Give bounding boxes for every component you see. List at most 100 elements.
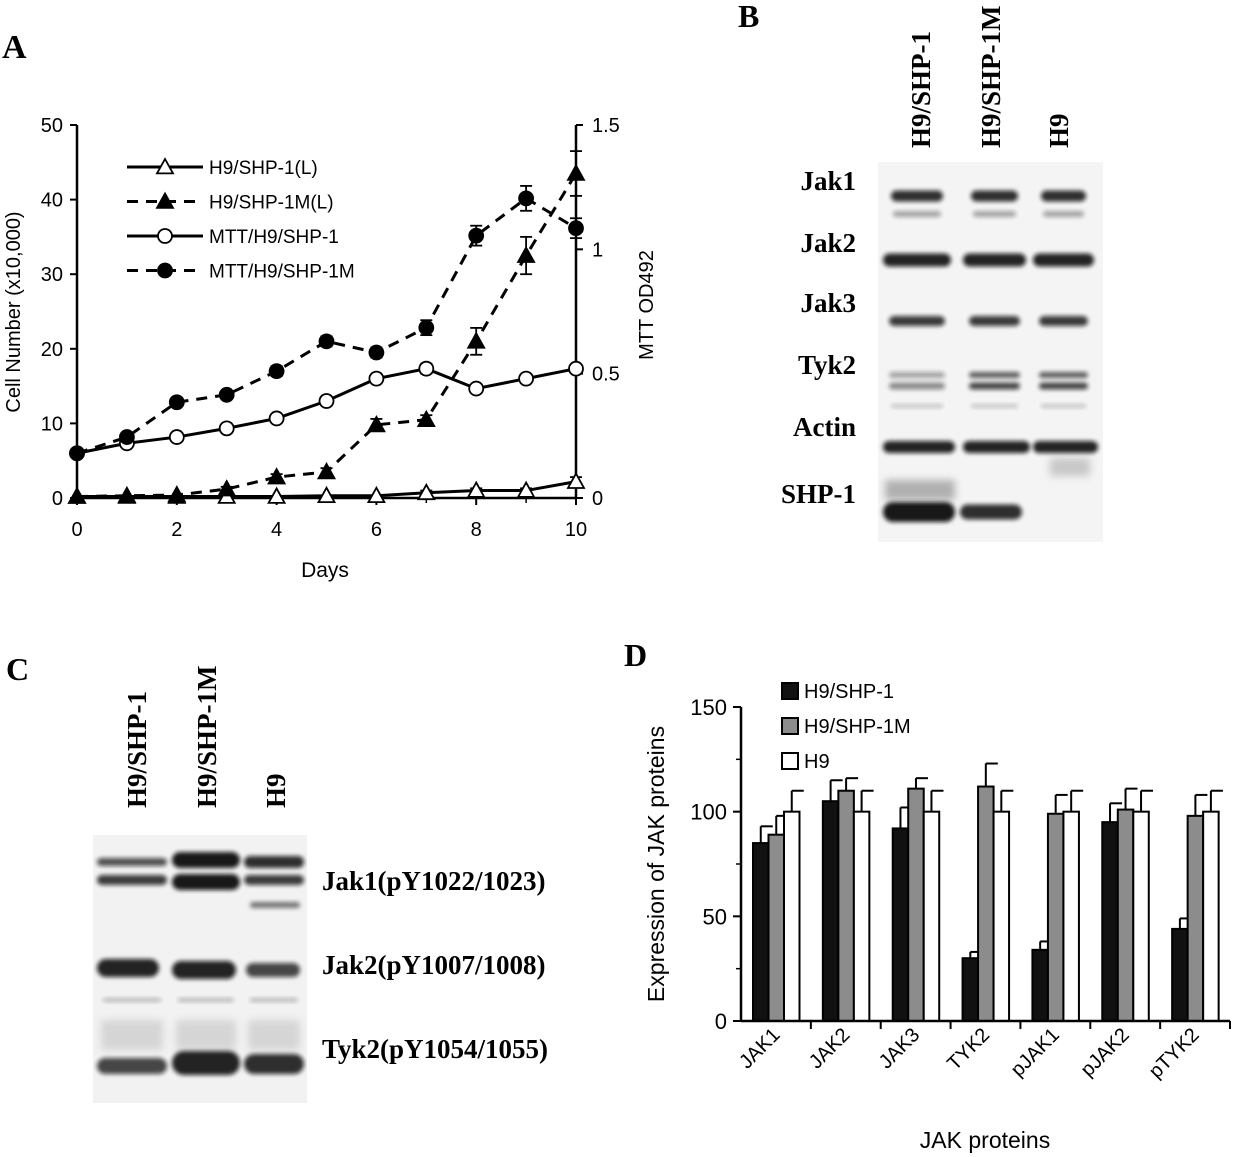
data-point — [366, 485, 386, 504]
data-point — [518, 370, 534, 387]
lane-label: H9/SHP-1 — [122, 691, 152, 808]
x-tick-label: 6 — [371, 519, 382, 541]
blot-band — [244, 856, 304, 868]
bar — [821, 800, 840, 1023]
data-point — [418, 319, 435, 336]
panel-label-b: B — [738, 0, 759, 34]
legend-marker — [155, 157, 175, 175]
data-point — [516, 480, 536, 498]
bar — [1202, 810, 1220, 1023]
bar — [1116, 808, 1135, 1022]
legend-panel-d: H9/SHP-1 H9/SHP-1M H9 — [781, 681, 911, 773]
y2-tick-label: 0.5 — [592, 364, 620, 386]
blot-smear — [101, 1020, 163, 1050]
data-point — [416, 482, 436, 501]
blot-band — [97, 858, 167, 866]
blot-band — [244, 875, 304, 885]
bar — [1171, 927, 1189, 1022]
blot-band — [1043, 211, 1084, 217]
lane-label: H9/SHP-1M — [192, 666, 222, 809]
y-tick-label: 0 — [52, 488, 63, 510]
legend-marker — [155, 191, 175, 209]
y2-tick-label: 1.5 — [592, 115, 620, 137]
data-point — [268, 363, 285, 380]
bar — [783, 810, 801, 1023]
blot-band — [883, 502, 955, 522]
lane-label: H9/SHP-1M — [976, 6, 1006, 149]
x-tick-label: JAK1 — [735, 1024, 784, 1073]
data-point — [416, 409, 436, 427]
bar — [1186, 814, 1205, 1022]
data-point — [267, 486, 287, 504]
blot-band — [178, 998, 234, 1002]
blot-band — [889, 372, 945, 378]
legend-label: MTT/H9/SHP-1 — [209, 227, 339, 248]
blot-band — [244, 1054, 304, 1074]
blot-band — [883, 441, 955, 453]
panel-label-d: D — [624, 637, 647, 673]
legend-label: H9 — [804, 751, 830, 773]
bar — [837, 789, 855, 1022]
data-point — [268, 410, 285, 427]
series-line — [76, 367, 577, 455]
x-tick-label: 0 — [71, 519, 82, 541]
blot-membrane-b — [878, 162, 1103, 542]
x-tick-label: JAK3 — [875, 1024, 924, 1073]
data-point — [468, 227, 485, 244]
blot-band — [883, 253, 951, 267]
data-point — [168, 429, 185, 445]
bar — [961, 957, 980, 1023]
data-point — [466, 331, 486, 349]
x-tick-label: 10 — [565, 519, 587, 541]
bar — [992, 810, 1011, 1023]
bar — [1031, 948, 1049, 1022]
data-point — [568, 220, 584, 237]
x-tick-label: TYK2 — [943, 1024, 994, 1075]
lane-label: H9/SHP-1 — [906, 31, 936, 148]
blot-smear — [885, 480, 955, 500]
blot-row-label: Jak1 — [800, 166, 856, 196]
lane-label: H9 — [261, 773, 291, 808]
blot-row-label: Jak1(pY1022/1023) — [322, 866, 546, 896]
legend-marker — [157, 228, 173, 244]
data-point — [316, 462, 337, 480]
blot-band — [889, 382, 945, 390]
y-tick-label: 30 — [41, 264, 63, 286]
blot-band — [973, 211, 1016, 217]
bar — [852, 810, 871, 1023]
blot-band — [1039, 382, 1088, 390]
y-tick-label: 0 — [715, 1009, 727, 1034]
data-point — [468, 380, 485, 397]
lane-label: H9 — [1044, 113, 1074, 148]
blot-band — [960, 504, 1022, 520]
blot-band — [97, 1058, 167, 1074]
blot-band — [971, 404, 1018, 408]
blot-band — [969, 316, 1020, 326]
blot-band — [97, 875, 167, 885]
y-tick-label: 20 — [41, 339, 63, 361]
x-tick-label: 2 — [171, 519, 182, 541]
blot-row-label: Tyk2 — [798, 350, 856, 380]
y-tick-label: 100 — [690, 800, 727, 825]
data-point — [67, 486, 87, 504]
left-y-axis-title: Cell Number (x10,000) — [3, 211, 25, 412]
blot-band — [889, 316, 945, 326]
y-axis-title-d: Expression of JAK proteins — [643, 726, 669, 1002]
blot-band — [1039, 316, 1088, 326]
bar — [752, 842, 770, 1022]
legend-label: H9/SHP-1(L) — [209, 158, 318, 179]
data-point — [69, 445, 85, 462]
legend-label: H9/SHP-1M(L) — [209, 193, 334, 214]
panel-label-a: A — [2, 29, 27, 66]
data-point — [167, 485, 187, 503]
bar — [907, 787, 925, 1023]
data-point — [119, 429, 135, 445]
data-point — [566, 471, 586, 489]
data-point — [368, 344, 385, 361]
data-point — [218, 386, 235, 403]
blot-band — [963, 253, 1026, 267]
data-point — [568, 360, 584, 377]
data-point — [217, 479, 237, 497]
